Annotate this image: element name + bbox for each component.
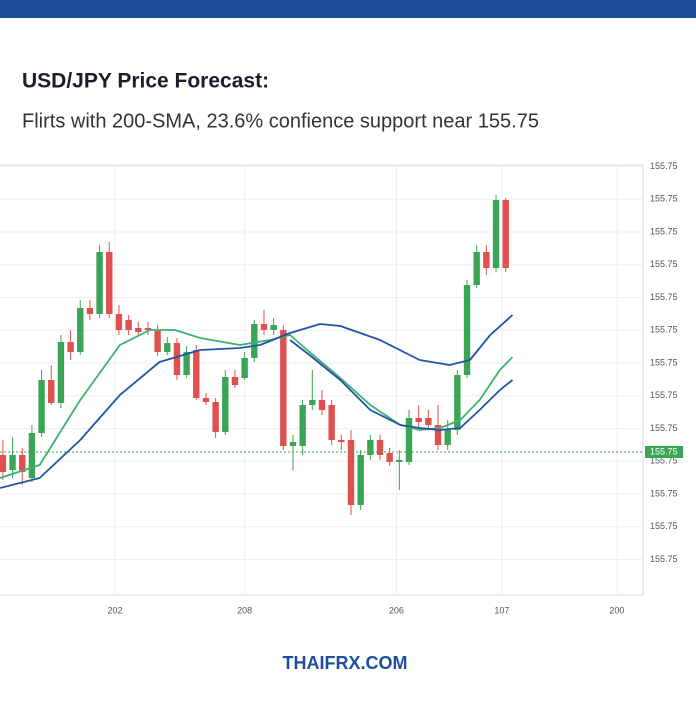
candle-body	[173, 343, 181, 375]
candle-body	[0, 455, 7, 472]
moving-average	[289, 339, 514, 431]
candle-body	[463, 285, 471, 375]
y-tick-label: 155.75	[650, 521, 678, 531]
candle-body	[115, 314, 123, 330]
candle-body	[28, 433, 36, 478]
top-bar	[0, 0, 696, 18]
candle-body	[492, 200, 500, 268]
candle-body	[222, 377, 229, 432]
y-tick-label: 155.75	[650, 194, 678, 204]
candle-body	[280, 330, 287, 446]
candle-body	[270, 325, 277, 330]
footer-brand: THAIFRX.COM	[283, 653, 408, 673]
y-tick-label: 155.75	[650, 325, 678, 335]
y-tick-label: 155.75	[650, 357, 678, 367]
y-tick-label: 155.75	[650, 161, 678, 171]
candle-body	[164, 343, 171, 352]
candle-body	[376, 440, 384, 455]
candle-body	[444, 430, 451, 445]
y-tick-label: 155.75	[650, 259, 678, 269]
subtitle: Flirts with 200-SMA, 23.6% confience sup…	[22, 110, 539, 132]
candle-body	[386, 453, 393, 462]
candle-body	[338, 440, 345, 442]
candle-body	[77, 308, 84, 352]
candle-body	[328, 405, 335, 440]
candle-body	[415, 418, 422, 422]
candle-body	[19, 455, 26, 472]
y-tick-label: 155.75	[650, 456, 678, 466]
candle-body	[405, 418, 413, 462]
y-tick-label: 155.75	[650, 226, 678, 236]
candle-body	[299, 405, 306, 446]
candle-body	[367, 440, 374, 455]
x-tick-label: 206	[389, 605, 404, 615]
candle-body	[396, 460, 403, 462]
y-tick-label: 155.75	[650, 488, 678, 498]
y-tick-label: 155.75	[650, 292, 678, 302]
x-tick-label: 107	[494, 605, 509, 615]
candle-body	[193, 350, 200, 398]
candle-body	[9, 455, 16, 470]
candle-body	[106, 252, 113, 314]
candle-body	[357, 455, 364, 505]
moving-average	[0, 314, 514, 489]
candle-body	[38, 380, 45, 433]
x-tick-label: 208	[237, 605, 252, 615]
candle-body	[144, 328, 152, 330]
x-tick-label: 202	[108, 605, 123, 615]
title: USD/JPY Price Forecast:	[22, 70, 269, 93]
candle-body	[483, 252, 490, 268]
last-price-box	[645, 446, 683, 458]
candle-body	[434, 425, 442, 445]
last-price-label: 155.75	[650, 446, 678, 456]
candle-body	[212, 402, 219, 432]
candle-body	[135, 328, 142, 332]
plot-frame	[0, 164, 644, 596]
candle-body	[318, 400, 326, 410]
candle-body	[289, 442, 297, 446]
candle-body	[454, 375, 461, 430]
candle-body	[309, 400, 316, 405]
y-tick-label: 155.75	[650, 390, 678, 400]
candle-body	[473, 252, 480, 285]
x-tick-label: 200	[609, 605, 624, 615]
candle-body	[96, 252, 103, 314]
candle-body	[231, 377, 239, 385]
candle-body	[48, 380, 55, 403]
y-tick-label: 155.75	[650, 554, 678, 564]
candle-body	[347, 440, 355, 505]
candle-body	[502, 200, 509, 268]
candle-body	[202, 398, 210, 402]
candle-body	[241, 358, 248, 378]
candle-body	[183, 352, 190, 375]
candle-body	[251, 324, 258, 358]
candle-body	[67, 342, 74, 352]
candle-body	[125, 320, 132, 330]
plot: 155.75155.75155.75155.75155.75155.75155.…	[0, 161, 683, 615]
candle-body	[260, 324, 268, 330]
candle-body	[154, 330, 161, 352]
y-tick-label: 155.75	[650, 423, 678, 433]
candle-body	[86, 308, 94, 314]
candle-body	[57, 342, 65, 403]
moving-average	[0, 329, 514, 479]
candle-body	[425, 418, 432, 425]
